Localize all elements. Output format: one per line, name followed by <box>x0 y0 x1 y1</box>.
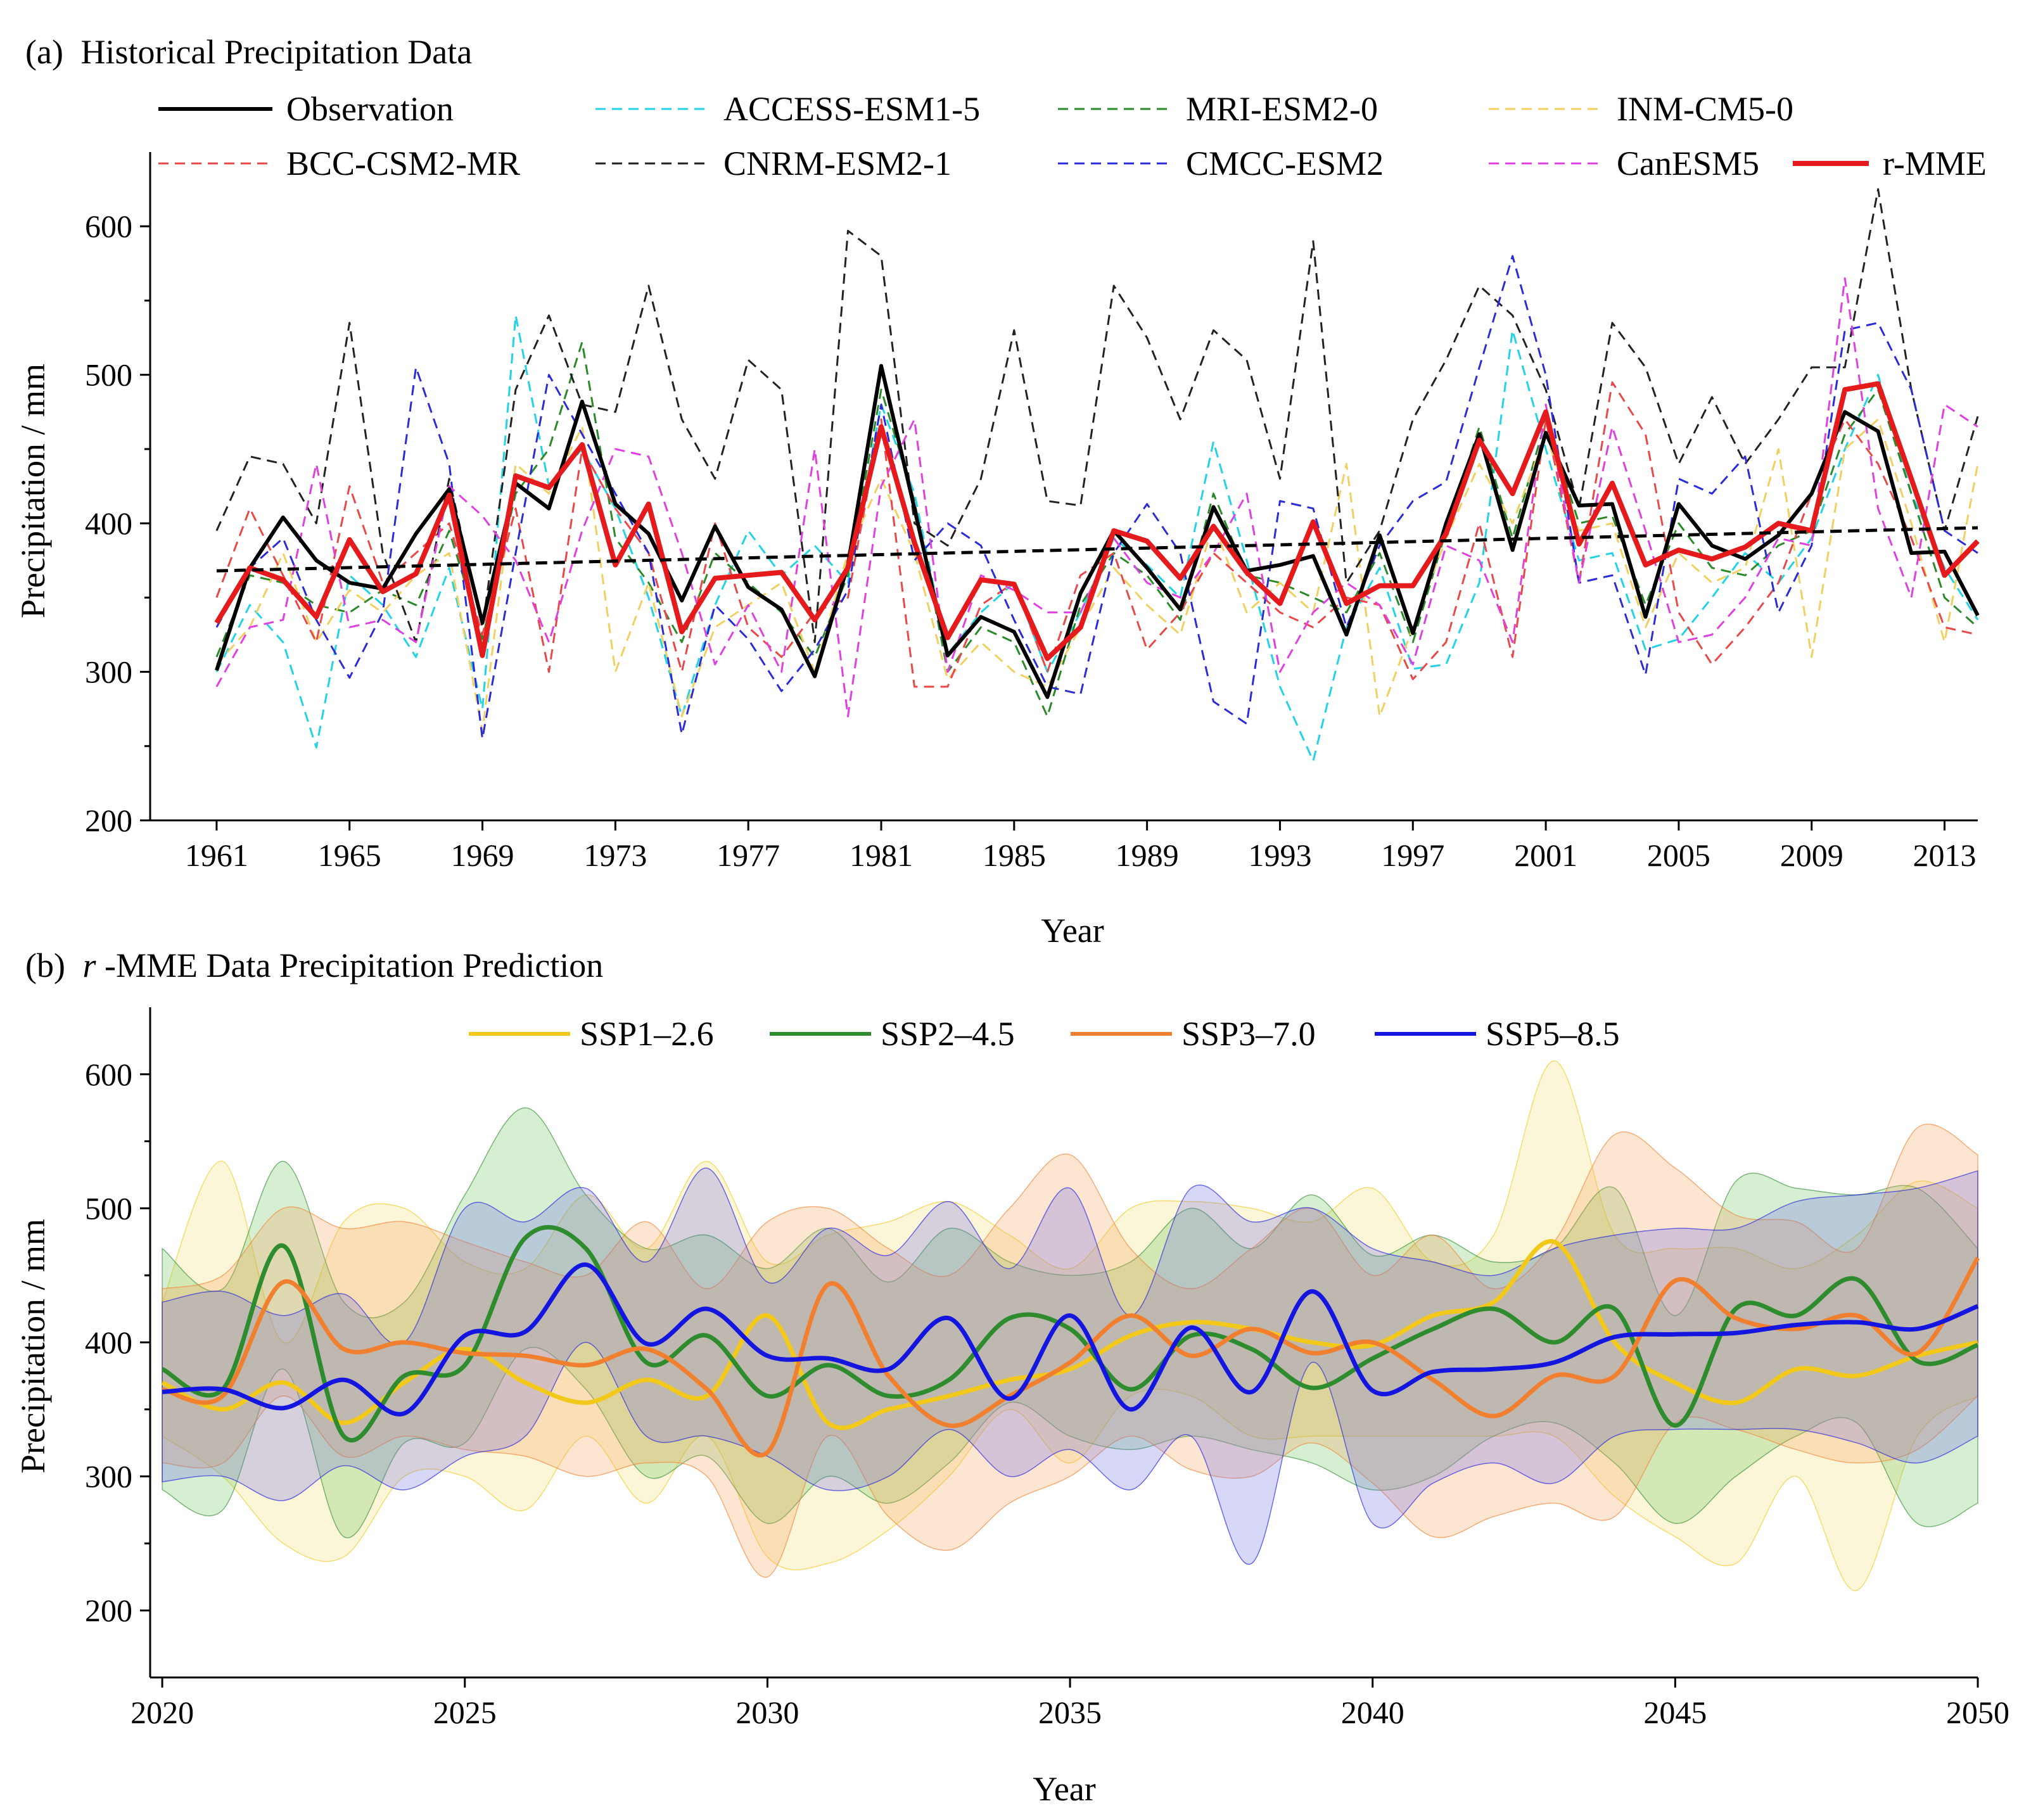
panel-a-plot-area: 200 300 400 500 600 1961 1965 1969 1973 1977 1981 1… <box>85 152 1980 873</box>
legend-label-bcc-csm2-mr: BCC-CSM2-MR <box>286 144 520 182</box>
series-line-cmcc-esm2 <box>215 255 1978 740</box>
panel-a-x-tick-label: 1997 <box>1381 837 1444 873</box>
legend-label-cnrm-esm2-1: CNRM-ESM2-1 <box>723 144 952 182</box>
panel-a-x-tick-label: 2005 <box>1647 837 1710 873</box>
panel-a-y-tick-label: 400 <box>85 506 132 541</box>
series-line-r-mme <box>214 381 1980 661</box>
panel-a-title-text: Historical Precipitation Data <box>80 33 472 71</box>
panel-b-y-tick-label: 200 <box>85 1593 132 1628</box>
panel-a-x-tick-label: 2001 <box>1514 837 1577 873</box>
band-ssp2-4-5 <box>162 1107 1978 1539</box>
panel-a-x-axis-label: Year <box>1041 912 1104 950</box>
panel-b-title-italic: r <box>82 946 96 984</box>
panel-a-title: (a) Historical Precipitation Data <box>25 33 472 71</box>
legend-label-mri-esm2-0: MRI-ESM2-0 <box>1186 90 1378 128</box>
panel-b-y-tick-label: 400 <box>85 1325 132 1360</box>
panel-b-title: (b) r -MME Data Precipitation Prediction <box>25 946 603 984</box>
panel-b-y-axis-label: Precipitation / mm <box>14 1219 52 1473</box>
panel-b-title-prefix: (b) <box>25 946 65 984</box>
legend-label-canesm5: CanESM5 <box>1617 144 1759 182</box>
panel-b-x-tick-label: 2020 <box>131 1695 194 1730</box>
panel-a-legend: Observation ACCESS-ESM1-5 MRI-ESM2-0 INM-CM… <box>158 90 1987 182</box>
panel-a: (a) Historical Precipitation Data Observ… <box>14 33 1987 950</box>
panel-a-x-tick-label: 1993 <box>1248 837 1311 873</box>
mean-line-ssp3-7-0 <box>162 1256 1980 1458</box>
series-line-access-esm1-5 <box>215 314 1979 762</box>
panel-a-y-tick-label: 500 <box>85 357 132 393</box>
panel-a-y-tick-label: 600 <box>85 208 132 244</box>
legend-label-access-esm1-5: ACCESS-ESM1-5 <box>723 90 980 128</box>
legend-label-ssp3-7-0: SSP3–7.0 <box>1181 1015 1316 1053</box>
panel-a-title-prefix: (a) <box>25 33 63 71</box>
legend-label-r-mme: r-MME <box>1883 144 1987 182</box>
panel-a-y-axis-label: Precipitation / mm <box>14 364 52 618</box>
panel-b: (b) r -MME Data Precipitation Prediction… <box>14 946 2009 1808</box>
panel-a-x-tick-label: 1989 <box>1116 837 1179 873</box>
panel-b-y-tick-label: 300 <box>85 1459 132 1494</box>
panel-a-x-tick-label: 1969 <box>451 837 514 873</box>
panel-b-y-tick-label: 600 <box>85 1057 132 1092</box>
panel-a-x-tick-label: 1977 <box>716 837 780 873</box>
panel-b-title-text: -MME Data Precipitation Prediction <box>105 946 603 984</box>
legend-label-ssp5-8-5: SSP5–8.5 <box>1486 1015 1620 1053</box>
panel-b-x-tick-label: 2025 <box>433 1695 497 1730</box>
panel-b-x-tick-label: 2050 <box>1946 1695 2009 1730</box>
legend-label-observation: Observation <box>286 90 454 128</box>
panel-b-x-tick-label: 2035 <box>1038 1695 1102 1730</box>
mean-line-ssp2-4-5 <box>161 1225 1979 1443</box>
mean-line-ssp5-8-5 <box>162 1262 1979 1417</box>
legend-label-ssp2-4-5: SSP2–4.5 <box>881 1015 1015 1053</box>
panel-a-x-tick-label: 2009 <box>1780 837 1843 873</box>
observation-trend-line <box>216 526 1978 573</box>
panel-b-y-tick-label: 500 <box>85 1190 132 1226</box>
panel-a-x-tick-label: 1961 <box>185 837 248 873</box>
band-ssp3-7-0 <box>162 1123 1978 1578</box>
panel-a-x-tick-label: 2013 <box>1913 837 1977 873</box>
panel-a-x-tick-label: 1965 <box>318 837 381 873</box>
legend-label-inm-cm5-0: INM-CM5-0 <box>1617 90 1793 128</box>
panel-b-x-tick-label: 2040 <box>1341 1695 1404 1730</box>
panel-b-legend: SSP1–2.6 SSP2–4.5 SSP3–7.0 SSP5–8.5 <box>469 1015 1620 1053</box>
band-ssp1-2-6 <box>162 1060 1978 1591</box>
panel-b-x-axis-label: Year <box>1033 1770 1096 1808</box>
panel-a-y-tick-label: 300 <box>85 654 132 690</box>
panel-b-plot-area: 200 300 400 500 600 2020 2025 2030 2035 2040 2045 2… <box>85 1007 2009 1730</box>
panel-a-x-tick-label: 1973 <box>583 837 647 873</box>
panel-a-y-tick-label: 200 <box>85 803 132 838</box>
panel-b-x-tick-label: 2045 <box>1643 1695 1707 1730</box>
panel-a-x-tick-label: 1985 <box>983 837 1046 873</box>
legend-label-cmcc-esm2: CMCC-ESM2 <box>1186 144 1384 182</box>
panel-b-x-tick-label: 2030 <box>735 1695 799 1730</box>
panel-a-x-tick-label: 1981 <box>850 837 913 873</box>
legend-label-ssp1-2-6: SSP1–2.6 <box>580 1015 714 1053</box>
